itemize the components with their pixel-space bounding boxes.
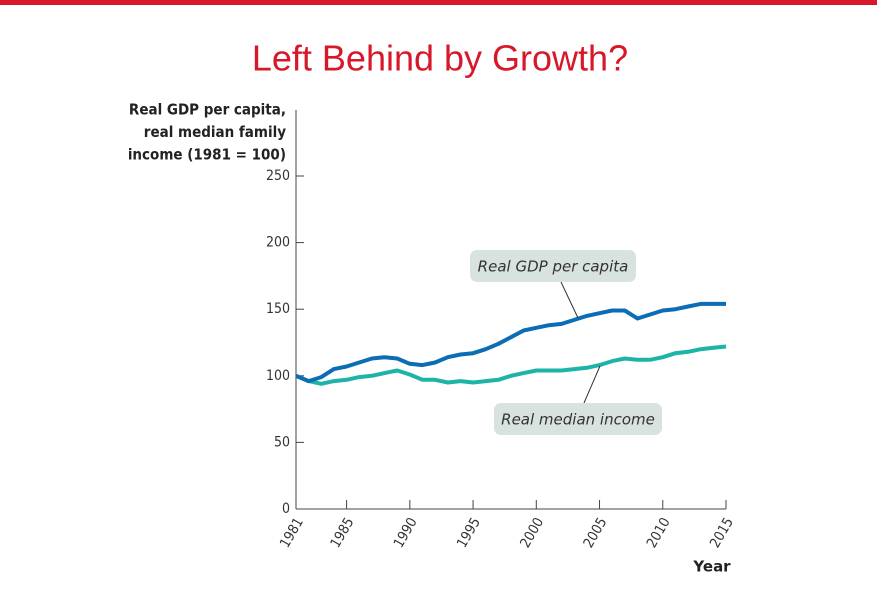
x-tick-label: 1995 bbox=[454, 515, 484, 551]
y-tick-label: 250 bbox=[266, 168, 290, 184]
y-tick-label: 150 bbox=[266, 301, 290, 317]
x-tick-label: 2010 bbox=[644, 515, 674, 551]
annotation-label: Real median income bbox=[501, 411, 655, 429]
x-tick-label: 2015 bbox=[707, 515, 737, 551]
x-tick-label: 1985 bbox=[328, 515, 358, 551]
y-tick-label: 200 bbox=[266, 235, 290, 251]
y-axis-label: Real GDP per capita, bbox=[129, 101, 286, 119]
x-axis-label: Year bbox=[692, 558, 731, 576]
y-axis-label: real median family bbox=[144, 123, 286, 141]
annotation-box bbox=[470, 250, 636, 282]
x-tick-label: 1981 bbox=[277, 515, 307, 551]
top-bar bbox=[0, 0, 877, 5]
y-tick-label: 0 bbox=[282, 501, 290, 517]
y-axis-label: income (1981 = 100) bbox=[128, 146, 286, 164]
leader-line bbox=[583, 365, 601, 404]
x-tick-label: 2005 bbox=[581, 515, 611, 551]
data-line bbox=[295, 301, 726, 384]
data-line bbox=[295, 344, 727, 386]
y-tick-label: 50 bbox=[274, 434, 290, 450]
annotation-label: Real GDP per capita bbox=[478, 258, 629, 276]
chart-title: Left Behind by Growth? bbox=[252, 38, 628, 79]
x-tick-label: 1990 bbox=[391, 515, 421, 551]
annotation-box bbox=[494, 403, 662, 435]
leader-line bbox=[560, 281, 579, 319]
y-tick-label: 100 bbox=[266, 368, 290, 384]
x-tick-label: 2000 bbox=[517, 515, 547, 551]
